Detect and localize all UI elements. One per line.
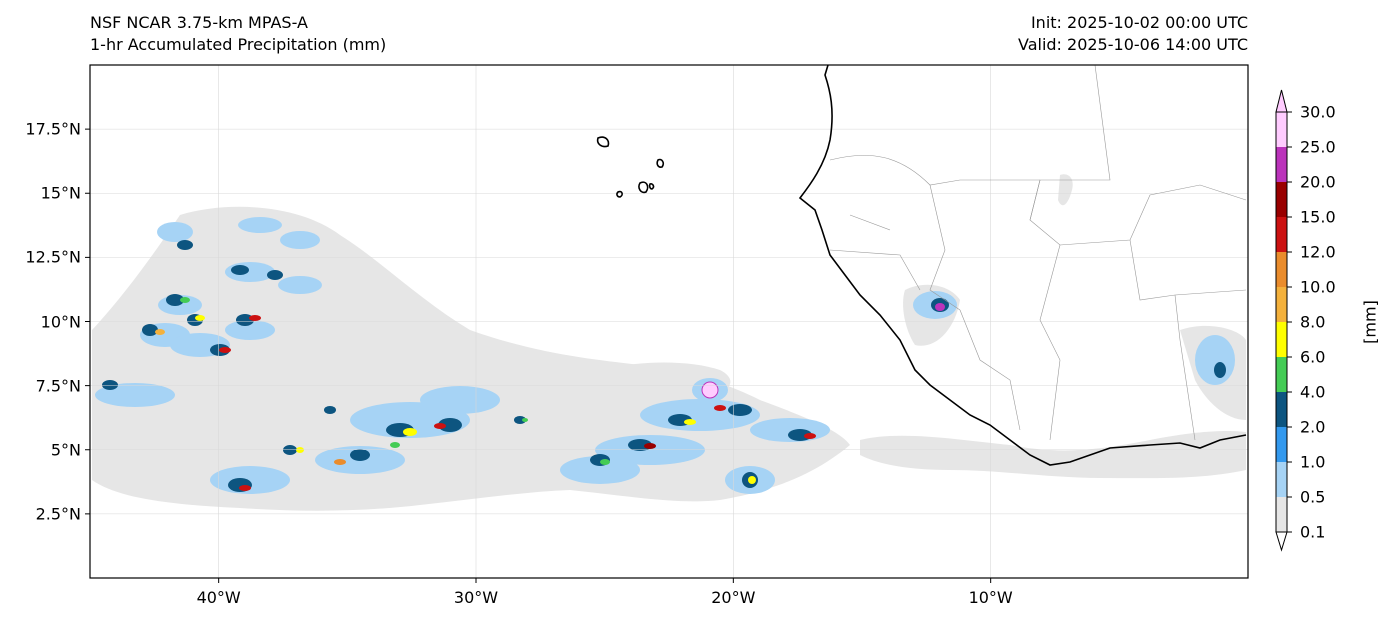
colorbar-segment [1276,427,1287,462]
colorbar-segment [1276,462,1287,497]
colorbar-tick-label: 4.0 [1300,382,1326,402]
colorbar-segment [1276,217,1287,252]
lat-tick-label: 7.5°N [35,376,81,396]
colorbar-tick-label: 8.0 [1300,312,1326,332]
coastline [596,65,1247,466]
field-name: 1-hr Accumulated Precipitation (mm) [90,35,387,54]
lat-tick-label: 17.5°N [25,119,81,139]
colorbar-tick-label: 15.0 [1300,207,1336,227]
colorbar-unit: [mm] [1360,300,1380,344]
colorbar-segment [1276,287,1287,322]
colorbar-segment [1276,112,1287,147]
colorbar-tick-label: 0.1 [1300,522,1326,542]
colorbar-extend-max [1275,89,1288,113]
colorbar-tick-label: 12.0 [1300,242,1336,262]
lat-tick-label: 10°N [40,312,81,331]
lon-tick-label: 20°W [711,588,756,607]
valid-time: Valid: 2025-10-06 14:00 UTC [1017,35,1248,54]
colorbar-tick-label: 10.0 [1300,277,1336,297]
lon-tick-label: 30°W [453,588,499,607]
axis-ticks [85,128,992,583]
lon-tick-label: 40°W [196,588,241,607]
lat-tick-label: 2.5°N [35,504,81,524]
lon-tick-label: 10°W [968,588,1013,607]
lat-tick-label: 15°N [40,183,81,203]
colorbar-tick-label: 1.0 [1300,452,1326,472]
colorbar-tick-label: 0.5 [1300,487,1326,507]
intense-precip-cores [155,297,945,491]
lat-tick-label: 12.5°N [25,247,81,267]
colorbar [1275,89,1292,552]
colorbar-segment [1276,322,1287,357]
colorbar-segment [1276,497,1287,532]
colorbar-segment [1276,357,1287,392]
country-borders [829,65,1247,441]
title-right: Init: 2025-10-02 00:00 UTC Valid: 2025-1… [1018,12,1248,56]
colorbar-segment [1276,252,1287,287]
model-name: NSF NCAR 3.75-km MPAS-A [90,13,308,32]
init-time: Init: 2025-10-02 00:00 UTC [1030,13,1248,32]
lat-tick-label: 5°N [50,440,81,460]
colorbar-tick-label: 30.0 [1300,102,1336,122]
colorbar-tick-label: 2.0 [1300,417,1326,437]
grid-lines [90,65,1248,578]
colorbar-segment [1276,392,1287,427]
title-left: NSF NCAR 3.75-km MPAS-A 1-hr Accumulated… [90,12,386,56]
colorbar-segment [1276,182,1287,217]
colorbar-segment [1276,147,1287,182]
map-area [90,65,1248,578]
colorbar-extend-min [1275,531,1288,552]
colorbar-tick-label: 25.0 [1300,137,1336,157]
colorbar-tick-label: 20.0 [1300,172,1336,192]
colorbar-tick-label: 6.0 [1300,347,1326,367]
